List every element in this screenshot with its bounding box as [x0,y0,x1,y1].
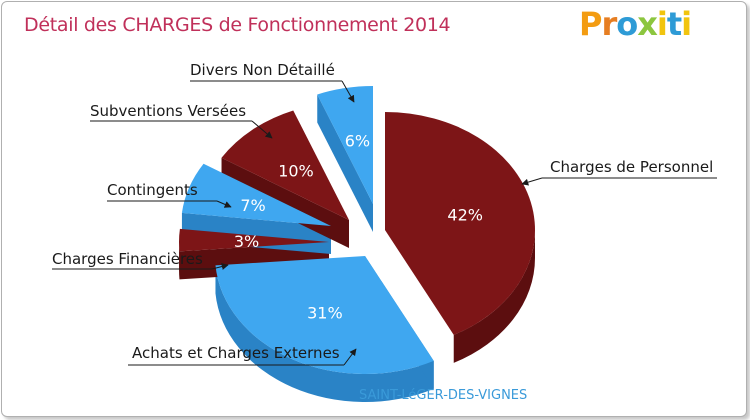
pie-slice-percent: 42% [447,206,483,225]
pie-slice-label: Charges de Personnel [550,158,713,176]
commune-name: SAINT-LéGER-DES-VIGNES [359,388,528,403]
callout-leader [211,263,229,270]
logo-letter: i [656,5,668,43]
pie-slice-label: Divers Non Détaillé [190,61,335,79]
pie-slice-label: Achats et Charges Externes [132,344,340,362]
chart-title: Détail des CHARGES de Fonctionnement 201… [24,14,451,36]
pie-slice-label: Charges Financières [52,250,203,268]
callout-leader [343,348,357,366]
pie-slice[interactable] [181,163,331,226]
callout-leader [521,177,543,186]
callout-leader [216,200,232,208]
pie-slice-side [215,265,434,402]
pie-slice[interactable] [215,256,434,374]
pie-slice-percent: 3% [234,232,259,251]
logo-letter: t [666,5,682,43]
pie-slice-side [453,230,535,363]
logo-letter: P [579,5,602,43]
pie-slice-label: Subventions Versées [90,102,246,120]
pie-slice[interactable] [317,86,373,204]
pie-slice-percent: 10% [278,161,314,180]
proxiti-logo[interactable]: Proxiti [579,5,692,43]
pie-slice-wall [317,94,373,233]
pie-slice[interactable] [385,112,535,335]
pie-slice-wall [221,157,349,248]
pie-slice[interactable] [221,110,349,220]
pie-slice-percent: 7% [240,196,265,215]
logo-letter: x [637,5,658,43]
pie-slice[interactable] [179,228,329,252]
callout-leader [251,120,273,139]
callout-leader [341,80,355,103]
logo-letter: r [601,5,617,43]
pie-slice-percent: 6% [345,131,370,150]
pie-slice-label: Contingents [107,181,198,199]
pie-slice-percent: 31% [307,304,343,323]
logo-letter: o [616,5,638,43]
logo-letter: i [681,5,692,43]
